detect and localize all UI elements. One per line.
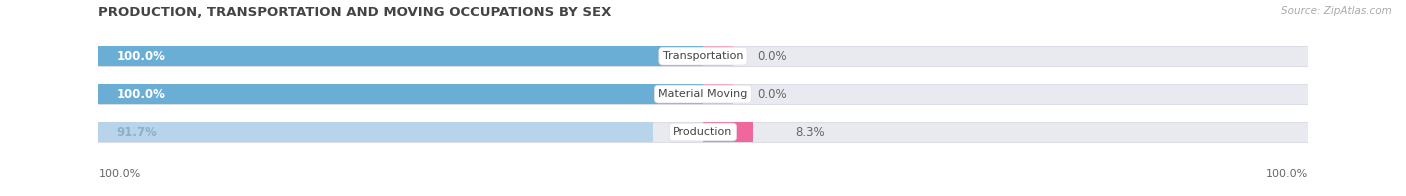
Text: 100.0%: 100.0% [117, 88, 166, 101]
Text: PRODUCTION, TRANSPORTATION AND MOVING OCCUPATIONS BY SEX: PRODUCTION, TRANSPORTATION AND MOVING OC… [98, 6, 612, 19]
Bar [703, 122, 754, 142]
Text: Production: Production [673, 127, 733, 137]
Bar [98, 122, 1308, 142]
Bar [98, 46, 703, 66]
Bar [98, 84, 1308, 104]
Text: 100.0%: 100.0% [117, 50, 166, 63]
Bar [98, 84, 703, 104]
Text: 0.0%: 0.0% [758, 88, 787, 101]
Text: 8.3%: 8.3% [796, 125, 825, 139]
Text: Source: ZipAtlas.com: Source: ZipAtlas.com [1281, 6, 1392, 16]
Text: 0.0%: 0.0% [758, 50, 787, 63]
Text: 91.7%: 91.7% [117, 125, 157, 139]
Bar [703, 84, 734, 104]
Bar [703, 46, 734, 66]
Text: Material Moving: Material Moving [658, 89, 748, 99]
Bar [98, 46, 1308, 66]
Bar [98, 122, 652, 142]
Text: 100.0%: 100.0% [1265, 169, 1308, 179]
Text: 100.0%: 100.0% [98, 169, 141, 179]
Text: Transportation: Transportation [662, 51, 744, 61]
